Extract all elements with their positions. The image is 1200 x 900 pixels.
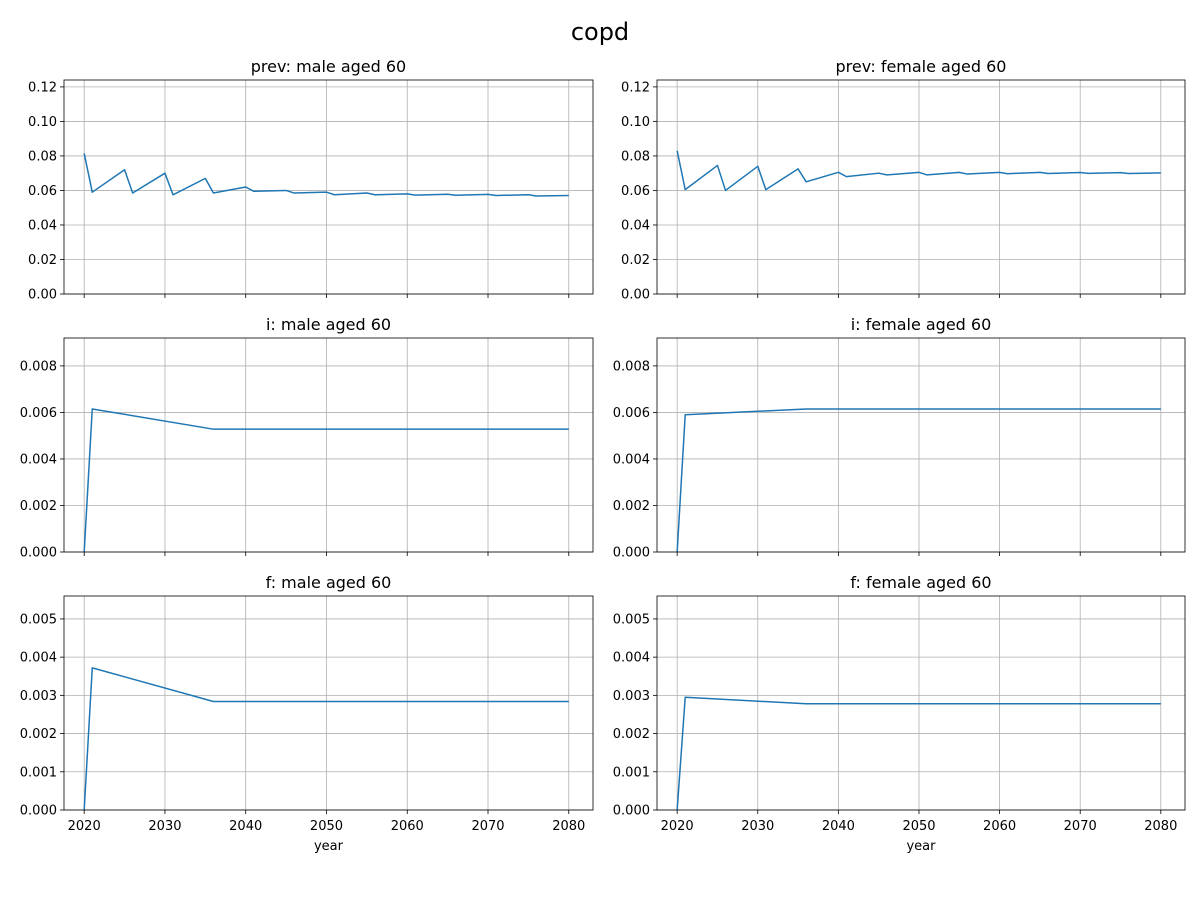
subplot-title: prev: female aged 60 [836,57,1007,76]
axes-frame [656,595,1186,811]
subplot-f-female: f: female aged 60 2020 2030 2040 2050 2060 207… [613,573,1186,854]
subplot-grid: prev: male aged 60 0.00 0.02 0.04 0.06 0.08 0.… [20,57,1186,854]
axes-frame [63,595,594,811]
y-tick-label: 0.008 [613,359,650,374]
x-tick-label: 2070 [471,819,504,834]
y-tick-label: 0.04 [28,218,57,233]
figure-title: copd [571,18,629,46]
axes-frame [63,79,594,295]
series-line [83,153,569,197]
x-tick-label: 2070 [1064,819,1097,834]
y-tick-label: 0.001 [613,765,650,780]
x-tick-label: 2030 [148,819,181,834]
x-tick-label: 2050 [902,819,935,834]
y-tick-label: 0.10 [621,115,650,130]
x-axis-label: year [906,839,936,854]
subplot-i-female: i: female aged 60 0.000 0.002 0.004 0.006 0.0… [613,315,1186,561]
subplot-title: f: female aged 60 [850,573,991,592]
y-tick-label: 0.06 [28,184,57,199]
x-tick-label: 2080 [1144,819,1177,834]
y-tick-label: 0.006 [613,406,650,421]
axes-frame [656,79,1186,295]
series-line [676,408,1161,553]
axes-frame [656,337,1186,553]
series-line [676,696,1161,811]
x-axis-label: year [314,839,344,854]
y-tick-label: 0.001 [20,765,57,780]
y-tick-label: 0.002 [613,499,650,514]
x-tick-label: 2060 [391,819,424,834]
y-tick-label: 0.000 [613,804,650,819]
subplot-i-male: i: male aged 60 0.000 0.002 0.004 0.006 0.008 [20,315,594,561]
subplot-prev-female: prev: female aged 60 0.00 0.02 0.04 0.06 0.08… [621,57,1186,303]
y-tick-label: 0.12 [28,80,57,95]
y-tick-label: 0.00 [28,288,57,303]
subplot-title: i: female aged 60 [851,315,992,334]
subplot-f-male: f: male aged 60 2020 2030 2040 2050 2060 2070 2… [20,573,594,854]
y-tick-label: 0.02 [621,253,650,268]
y-tick-label: 0.002 [20,727,57,742]
x-tick-label: 2040 [229,819,262,834]
y-tick-label: 0.12 [621,80,650,95]
y-tick-label: 0.006 [20,406,57,421]
subplot-prev-male: prev: male aged 60 0.00 0.02 0.04 0.06 0.08 0.… [28,57,594,303]
y-tick-label: 0.004 [20,452,57,467]
y-tick-label: 0.004 [613,651,650,666]
subplot-title: f: male aged 60 [266,573,392,592]
y-tick-label: 0.005 [20,612,57,627]
y-tick-label: 0.000 [613,546,650,561]
x-tick-label: 2060 [983,819,1016,834]
series-line [676,150,1161,192]
y-tick-label: 0.002 [20,499,57,514]
subplot-title: i: male aged 60 [266,315,391,334]
x-tick-label: 2020 [68,819,101,834]
y-tick-label: 0.000 [20,546,57,561]
y-tick-label: 0.003 [613,689,650,704]
subplot-title: prev: male aged 60 [251,57,406,76]
y-tick-label: 0.02 [28,253,57,268]
y-tick-label: 0.004 [20,651,57,666]
x-tick-label: 2050 [310,819,343,834]
y-tick-label: 0.004 [613,452,650,467]
y-tick-label: 0.06 [621,184,650,199]
x-tick-label: 2020 [661,819,694,834]
y-tick-label: 0.000 [20,804,57,819]
y-tick-label: 0.00 [621,288,650,303]
axes-frame [63,337,594,553]
y-tick-label: 0.10 [28,115,57,130]
x-tick-label: 2040 [822,819,855,834]
series-line [83,667,569,811]
y-tick-label: 0.003 [20,689,57,704]
x-tick-label: 2080 [552,819,585,834]
x-tick-label: 2030 [741,819,774,834]
y-tick-label: 0.08 [621,149,650,164]
y-tick-label: 0.005 [613,612,650,627]
y-tick-label: 0.008 [20,359,57,374]
y-tick-label: 0.04 [621,218,650,233]
y-tick-label: 0.002 [613,727,650,742]
y-tick-label: 0.08 [28,149,57,164]
series-line [83,408,569,553]
